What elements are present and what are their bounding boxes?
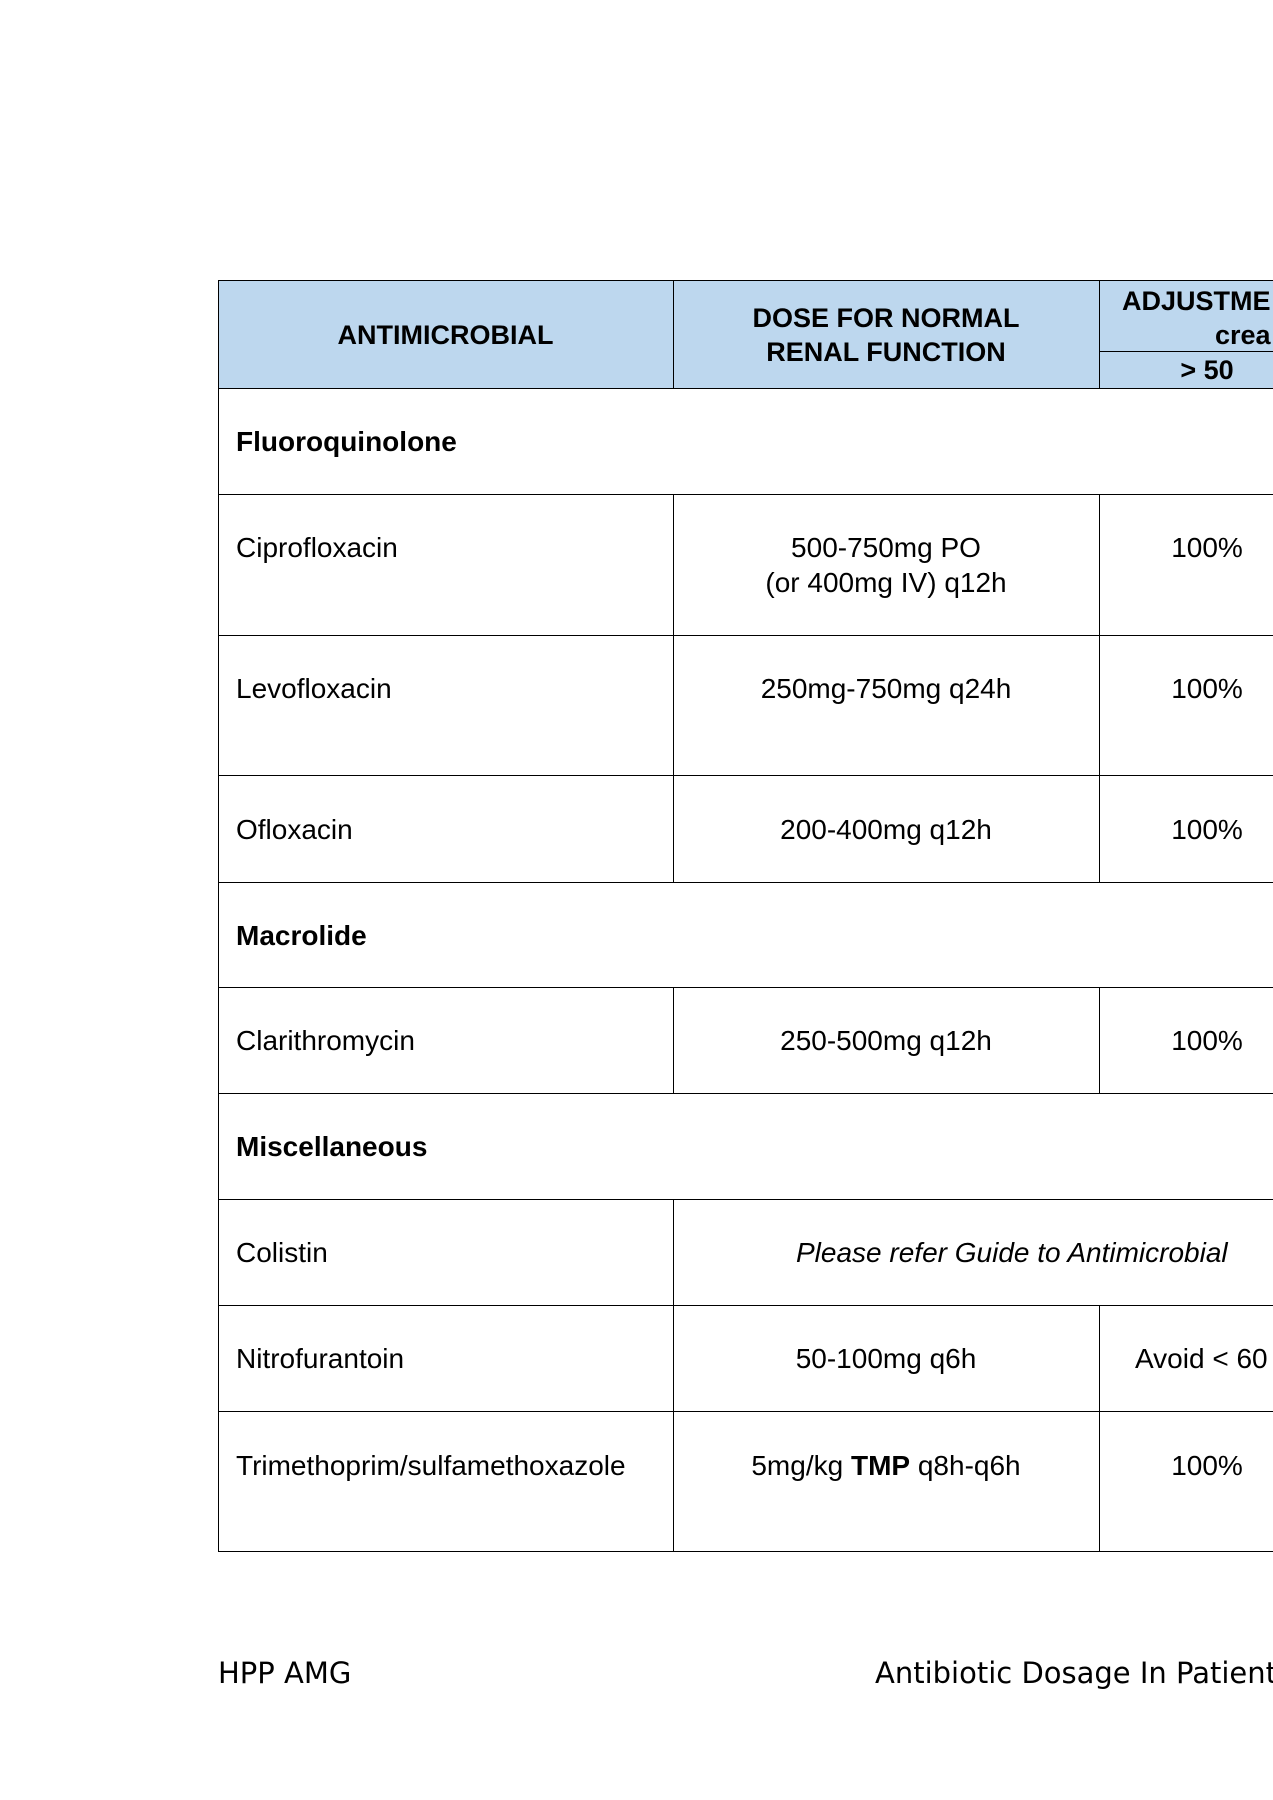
rule (218, 280, 219, 1551)
drug-name: Ofloxacin (236, 814, 353, 845)
rule (673, 494, 674, 882)
header-cell: crea (1215, 320, 1271, 350)
drug-name: Clarithromycin (236, 1025, 415, 1056)
header-cell: RENAL FUNCTION (766, 337, 1006, 367)
adjustment: 100% (1171, 1025, 1243, 1056)
dose: (or 400mg IV) q12h (765, 567, 1007, 598)
rule (673, 1199, 674, 1551)
rule (218, 1199, 1273, 1200)
rule (1099, 987, 1100, 1093)
rule (218, 882, 1273, 883)
dose-part: q8h-q6h (917, 1450, 1021, 1481)
section-title: Macrolide (236, 920, 367, 951)
rule (218, 388, 1273, 389)
adjustment: 100% (1171, 1450, 1243, 1481)
rule (673, 280, 674, 388)
note: Please refer Guide to Antimicrobial (796, 1237, 1228, 1268)
footer-left: HPP AMG (218, 1656, 352, 1690)
rule (218, 1305, 1273, 1306)
dose-part: TMP (850, 1450, 911, 1481)
header-cell: DOSE FOR NORMAL (752, 303, 1020, 333)
rule (673, 987, 674, 1093)
drug-name: Trimethoprim/sulfamethoxazole (236, 1450, 626, 1481)
header-cell: > 50 (1180, 355, 1234, 385)
dose: 500-750mg PO (791, 532, 981, 563)
rule (218, 280, 1273, 281)
rule (218, 1551, 1273, 1552)
rule (1099, 351, 1273, 352)
dose: 200-400mg q12h (780, 814, 992, 845)
header-bg (218, 280, 1273, 388)
header-cell: ADJUSTME (1122, 286, 1271, 316)
dose: 5mg/kg TMP q8h-q6h (673, 1449, 1099, 1483)
rule (218, 775, 1273, 776)
drug-name: Ciprofloxacin (236, 532, 398, 563)
section-title: Fluoroquinolone (236, 426, 457, 457)
adjustment: 100% (1171, 814, 1243, 845)
adjustment: 100% (1171, 532, 1243, 563)
rule (218, 635, 1273, 636)
dose: 50-100mg q6h (795, 1343, 977, 1374)
adjustment: Avoid < 60 (1135, 1343, 1268, 1374)
footer-right: Antibiotic Dosage In Patients W (875, 1656, 1273, 1690)
dose-part: 5mg/kg (751, 1450, 844, 1481)
drug-name: Colistin (236, 1237, 328, 1268)
drug-name: Nitrofurantoin (236, 1343, 405, 1374)
adjustment: 100% (1171, 673, 1243, 704)
drug-name: Levofloxacin (236, 673, 392, 704)
rule (218, 1093, 1273, 1094)
section-title: Miscellaneous (236, 1131, 428, 1162)
rule (1099, 280, 1100, 388)
rule (1099, 494, 1100, 882)
rule (218, 1411, 1273, 1412)
dose: 250mg-750mg q24h (760, 673, 1012, 704)
rule (218, 494, 1273, 495)
header-cell: ANTIMICROBIAL (337, 320, 554, 350)
rule (1099, 1305, 1100, 1551)
rule (218, 987, 1273, 988)
dose: 250-500mg q12h (780, 1025, 992, 1056)
